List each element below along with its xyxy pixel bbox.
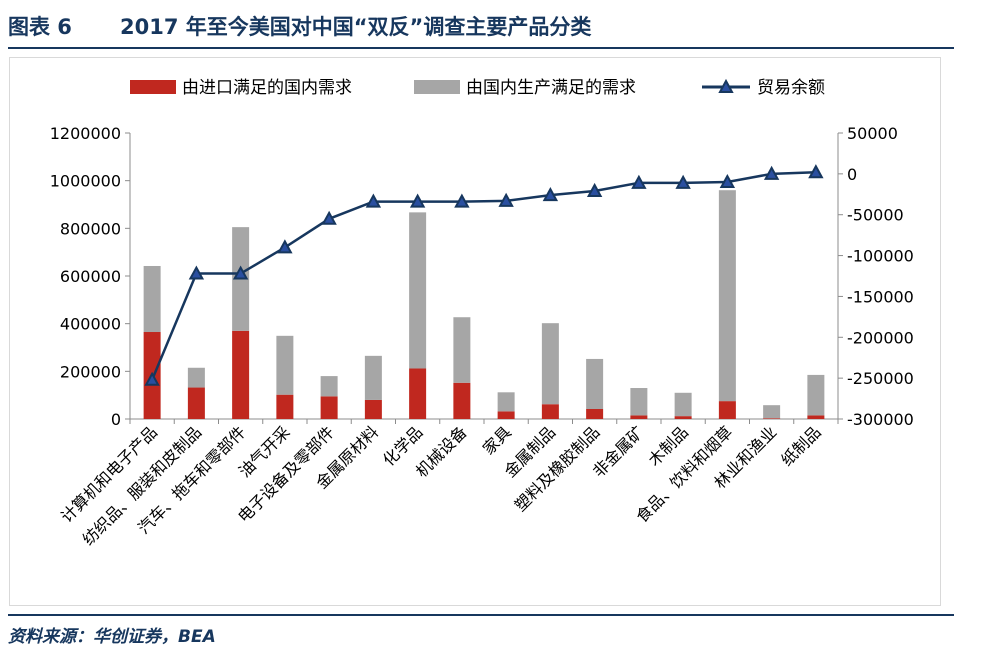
legend-marker-balance [718, 78, 734, 93]
left-tick-label: 400000 [60, 315, 121, 334]
left-tick-label: 600000 [60, 267, 121, 286]
balance-marker [631, 174, 647, 189]
balance-line [150, 170, 816, 381]
left-tick-label: 0 [111, 410, 121, 429]
left-tick-label: 800000 [60, 219, 121, 238]
bar-domestic [409, 212, 427, 369]
category-label: 纸制品 [777, 422, 824, 469]
balance-marker [808, 164, 824, 179]
figure-header: 图表 6 2017 年至今美国对中国“双反”调查主要产品分类 [8, 10, 954, 44]
right-tick-label: 0 [847, 165, 857, 184]
bar-import [630, 415, 648, 419]
source-note: 资料来源：华创证券，BEA [8, 627, 216, 647]
bar-import [320, 396, 338, 419]
bar-import [674, 416, 692, 419]
bar-domestic [497, 392, 515, 412]
bar-import [187, 387, 205, 419]
right-tick-label: -300000 [847, 410, 914, 429]
bar-domestic [453, 317, 471, 383]
bar-domestic [143, 265, 161, 333]
legend-swatch-import [130, 80, 176, 94]
bar-import [364, 399, 382, 419]
figure-title: 2017 年至今美国对中国“双反”调查主要产品分类 [120, 15, 592, 39]
bar-import [276, 394, 294, 419]
balance-marker [719, 173, 736, 189]
balance-marker [232, 265, 249, 280]
legend-label-balance: 贸易余额 [757, 78, 825, 98]
bar-domestic [364, 355, 382, 400]
bar-import [232, 330, 250, 419]
bar-import [718, 401, 736, 419]
balance-marker [365, 193, 382, 208]
balance-marker [188, 265, 205, 280]
balance-marker [277, 239, 293, 254]
bar-domestic [807, 374, 825, 416]
bar-import [497, 411, 515, 419]
balance-marker [454, 193, 470, 208]
balance-marker [763, 165, 780, 180]
right-tick-label: -100000 [847, 247, 914, 266]
bar-domestic [674, 392, 692, 417]
balance-marker [409, 193, 426, 208]
bar-domestic [586, 358, 604, 409]
bar-domestic [320, 376, 338, 397]
bar-domestic [541, 323, 559, 405]
bar-import [409, 368, 427, 419]
chart-frame [9, 57, 941, 606]
bar-import [586, 408, 604, 419]
chart-svg: 0 200000 400000 600000 800000 1000000 1200000 -… [50, 78, 914, 549]
right-tick-label: -150000 [847, 287, 914, 306]
category-label: 家具 [479, 422, 515, 458]
right-tick-label: 50000 [847, 124, 898, 143]
balance-marker [542, 187, 559, 202]
bar-domestic [630, 388, 648, 416]
right-tick-label: -50000 [847, 206, 904, 225]
balance-marker [321, 210, 337, 225]
right-tick-label: -200000 [847, 328, 914, 347]
balance-marker [144, 371, 160, 386]
bar-domestic [276, 335, 294, 395]
bar-domestic [763, 405, 781, 419]
legend-label-domestic: 由国内生产满足的需求 [466, 78, 636, 98]
legend-swatch-domestic [414, 80, 460, 94]
bar-domestic [187, 367, 205, 388]
bar-import [453, 382, 471, 419]
balance-marker [498, 192, 514, 207]
bar-import [541, 404, 559, 419]
top-rule [8, 47, 954, 49]
figure-label: 图表 6 [8, 15, 72, 39]
balance-marker [675, 174, 691, 189]
bar-domestic [718, 190, 736, 402]
left-tick-label: 200000 [60, 362, 121, 381]
bar-import [763, 418, 781, 419]
right-tick-label: -250000 [847, 369, 914, 388]
legend-label-import: 由进口满足的国内需求 [182, 78, 352, 98]
left-tick-label: 1000000 [50, 172, 121, 191]
bar-import [807, 415, 825, 419]
balance-marker [586, 182, 603, 198]
bottom-rule [8, 614, 954, 616]
left-tick-label: 1200000 [50, 124, 121, 143]
